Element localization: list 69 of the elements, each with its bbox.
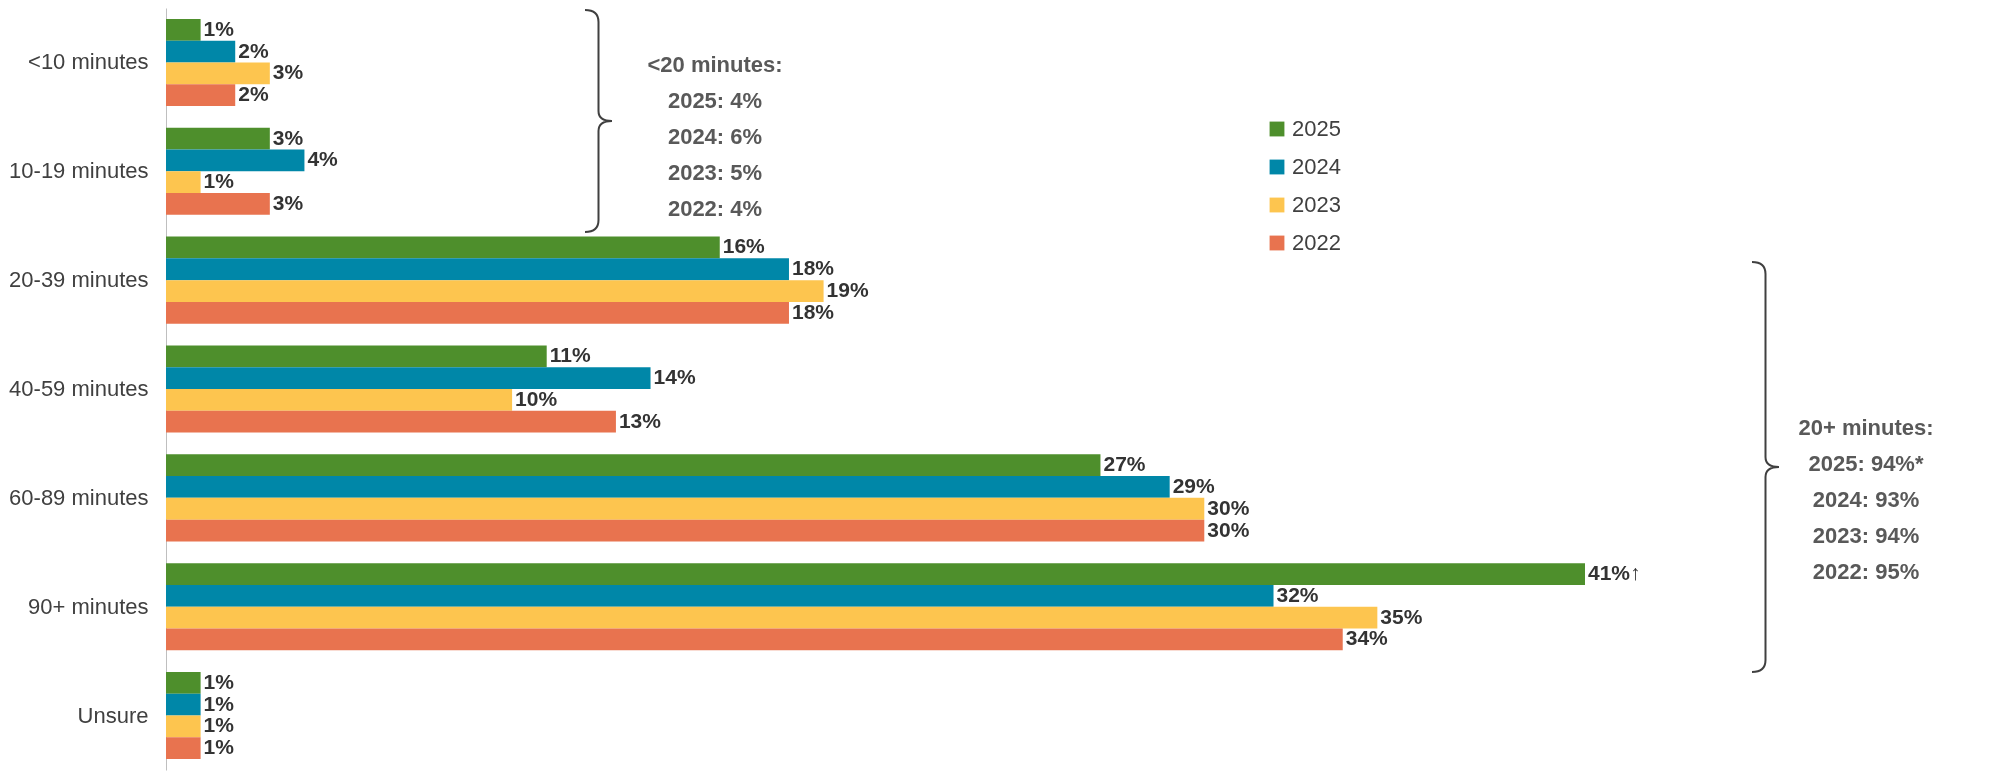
bar xyxy=(166,18,201,41)
data-label: 18% xyxy=(791,299,835,323)
bar xyxy=(166,476,1170,498)
data-label: 3% xyxy=(272,125,304,149)
data-label: 30% xyxy=(1207,495,1250,519)
data-label: 3% xyxy=(272,60,304,84)
data-label: 1% xyxy=(203,735,235,759)
legend-label: 2025 xyxy=(1292,116,1341,141)
bar xyxy=(166,84,236,106)
text: 20+ minutes: 2025: 94%* 2024: 93% 2023: 94% 2022: 95% xyxy=(1798,415,1934,584)
bar xyxy=(166,258,789,281)
data-label: 29% xyxy=(1172,473,1216,497)
bar xyxy=(166,149,305,172)
bar xyxy=(166,345,547,368)
bar xyxy=(166,193,270,215)
data-label: 30% xyxy=(1207,517,1250,541)
bar xyxy=(166,236,720,259)
bar xyxy=(166,672,201,694)
y-tick-label: Unsure xyxy=(77,702,149,728)
data-label: 10% xyxy=(515,386,558,410)
data-label: 27% xyxy=(1103,452,1146,476)
bar xyxy=(166,606,1378,629)
bar xyxy=(166,519,1205,542)
bar xyxy=(166,62,270,85)
data-label: 2% xyxy=(238,38,269,62)
data-label: 1% xyxy=(203,691,235,715)
y-tick-label: 10-19 minutes xyxy=(9,158,149,184)
data-label: 19% xyxy=(826,278,869,302)
data-label: 18% xyxy=(791,256,835,280)
data-label: 41%↑ xyxy=(1588,561,1641,585)
y-tick-label: 20-39 minutes xyxy=(9,267,149,293)
bar xyxy=(166,127,270,150)
y-tick-label: 90+ minutes xyxy=(28,593,149,619)
data-label: 32% xyxy=(1276,582,1319,606)
legend-label: 2024 xyxy=(1292,154,1341,179)
data-label: 1% xyxy=(203,169,235,193)
data-label: 34% xyxy=(1345,626,1389,650)
annotation: <20 minutes: 2025: 4% 2024: 6% 2023: 5% 2022: 4% xyxy=(647,52,783,221)
data-label: 1% xyxy=(203,16,235,40)
bar xyxy=(166,628,1343,651)
bar xyxy=(166,737,201,760)
y-tick-label: 40-59 minutes xyxy=(9,376,149,401)
bar xyxy=(166,497,1205,520)
y-tick-label: <10 minutes xyxy=(28,49,149,75)
data-label: 13% xyxy=(618,408,662,432)
bar xyxy=(166,280,824,302)
data-label: 1% xyxy=(203,713,235,737)
legend-label: 2022 xyxy=(1292,230,1341,255)
legend-label: 2023 xyxy=(1292,192,1341,217)
y-tick-label: 60-89 minutes xyxy=(9,484,149,510)
bar xyxy=(166,171,201,194)
data-label: 14% xyxy=(653,365,696,389)
data-label: 35% xyxy=(1380,604,1423,628)
data-label: 1% xyxy=(203,669,235,693)
bar xyxy=(166,693,201,716)
data-label: 3% xyxy=(272,190,304,214)
bar xyxy=(166,410,616,433)
bar xyxy=(166,454,1101,477)
bar xyxy=(166,301,789,324)
data-label: 11% xyxy=(549,343,591,367)
data-label: 16% xyxy=(722,234,766,258)
bar xyxy=(166,367,651,389)
bar xyxy=(166,563,1585,585)
bar xyxy=(166,584,1274,607)
bar xyxy=(166,40,236,63)
bar xyxy=(166,389,513,411)
data-label: 4% xyxy=(307,147,339,171)
data-label: 2% xyxy=(238,82,269,106)
bar xyxy=(166,715,201,738)
